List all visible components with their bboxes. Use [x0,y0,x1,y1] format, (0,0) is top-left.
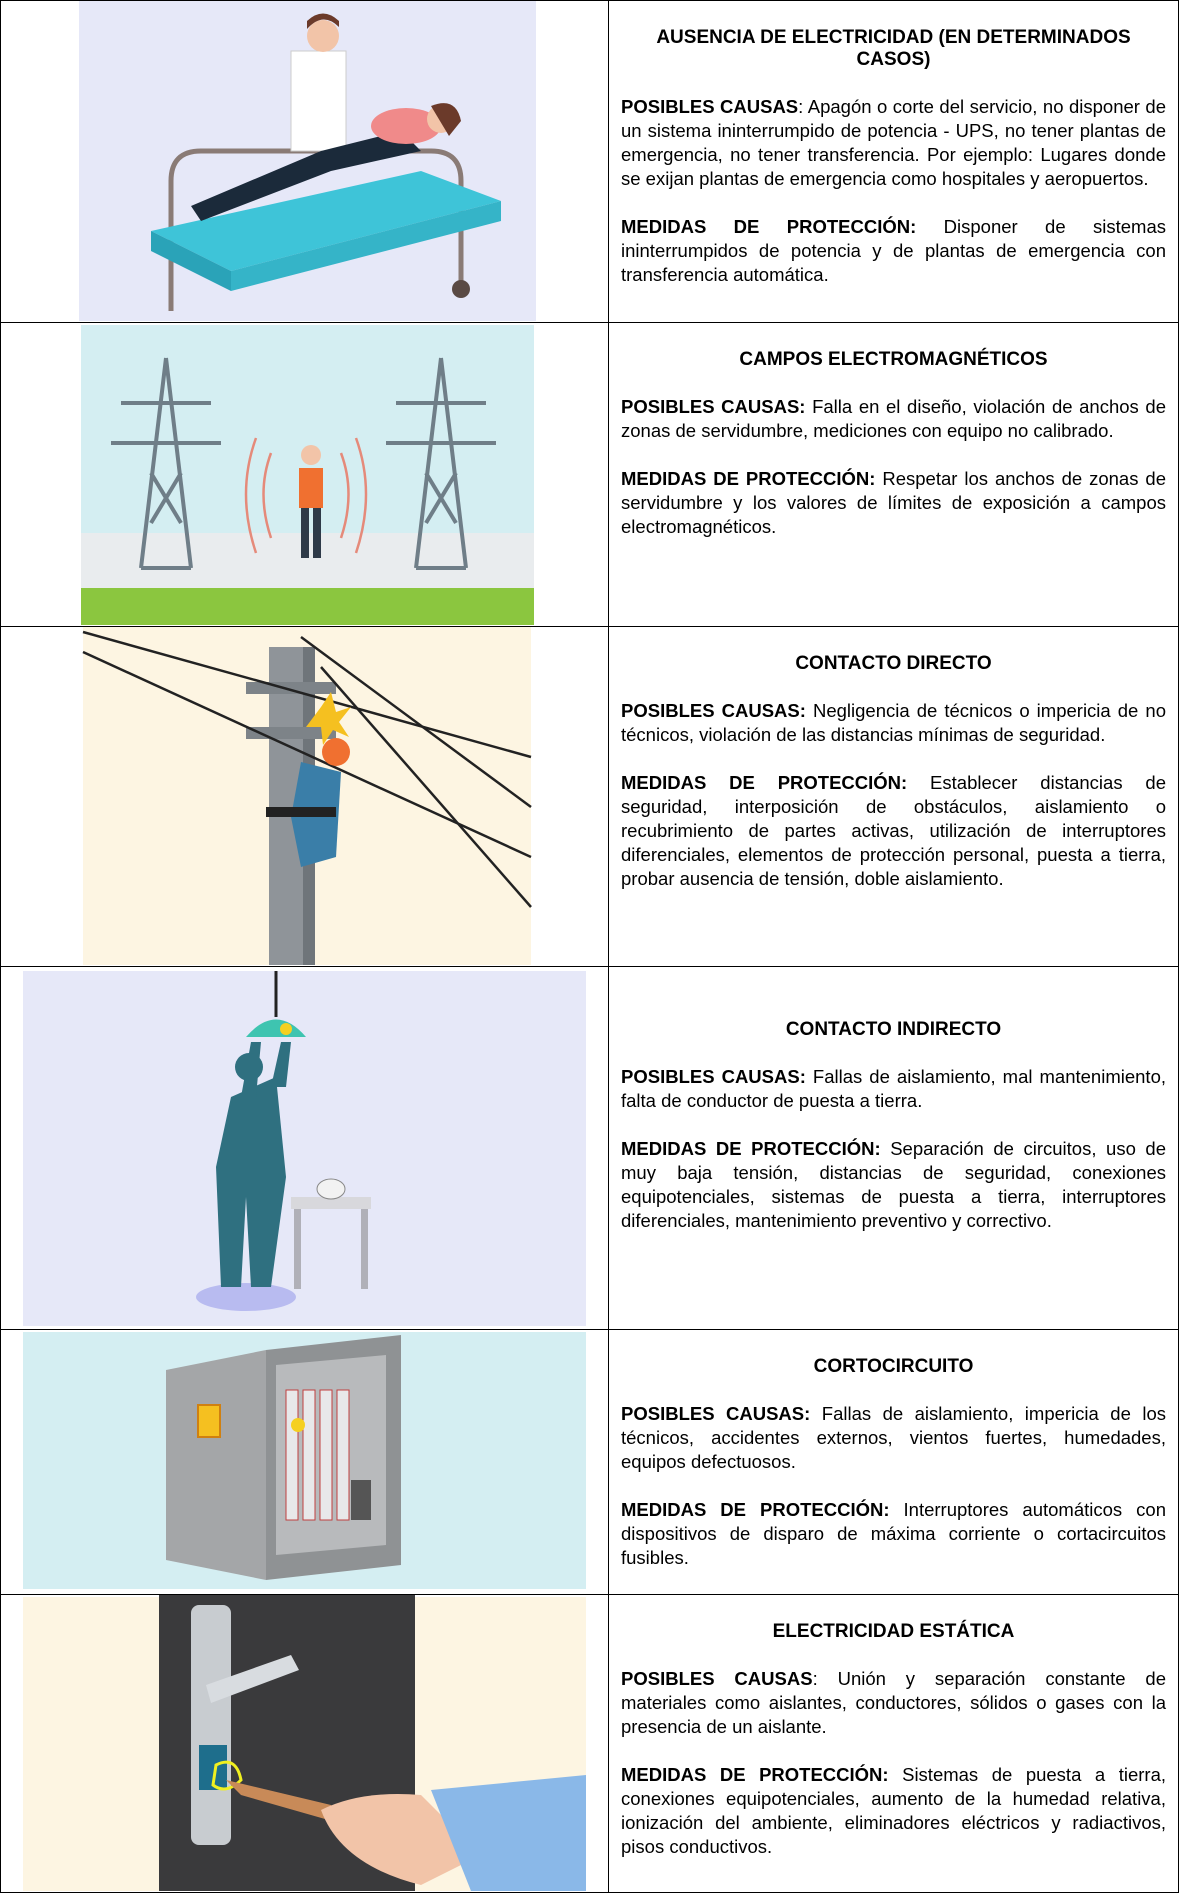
text: Interruptores automáticos con dispositiv… [621,1499,1166,1568]
measures: MEDIDAS DE PROTECCIÓN: Interruptores aut… [621,1498,1166,1570]
illustration [82,627,532,965]
illustration [23,1332,586,1589]
illustration-cell [0,0,609,323]
causes: POSIBLES CAUSAS: Unión y separación cons… [621,1667,1166,1739]
illustration-cell [0,1329,609,1595]
label: MEDIDAS DE PROTECCIÓN: [621,468,876,489]
causes: POSIBLES CAUSAS: Negligencia de técnicos… [621,699,1166,747]
text: Fallas de aislamiento, impericia de los … [621,1403,1166,1472]
label: POSIBLES CAUSAS: [621,1066,806,1087]
label: POSIBLES CAUSAS [621,96,799,117]
illustration-cell [0,322,609,627]
risk-title: CONTACTO DIRECTO [795,653,992,674]
text: Sistemas de puesta a tierra, conexiones … [621,1764,1166,1857]
measures: MEDIDAS DE PROTECCIÓN: Respetar los anch… [621,467,1166,539]
text: Separación de circuitos, uso de muy baja… [621,1138,1167,1231]
illustration-cell [0,626,609,967]
text-cell: CAMPOS ELECTROMAGNÉTICOS POSIBLES CAUSAS… [608,322,1179,627]
text: Disponer de sistemas ininterrumpidos de … [621,216,1166,285]
measures: MEDIDAS DE PROTECCIÓN: Disponer de siste… [621,215,1166,287]
row: CAMPOS ELECTROMAGNÉTICOS POSIBLES CAUSAS… [0,322,1179,627]
label: POSIBLES CAUSAS: [621,396,806,417]
text-cell: AUSENCIA DE ELECTRICIDAD (EN DETERMINADO… [608,0,1179,323]
risk-title: CORTOCIRCUITO [813,1356,974,1377]
illustration-cell [0,1594,609,1893]
illustration [23,971,586,1326]
label: POSIBLES CAUSAS [621,1668,813,1689]
causes: POSIBLES CAUSAS: Fallas de aislamiento, … [621,1065,1166,1113]
label: MEDIDAS DE PROTECCIÓN: [621,216,917,237]
illustration [23,1595,586,1891]
label: POSIBLES CAUSAS: [621,1403,811,1424]
label: MEDIDAS DE PROTECCIÓN: [621,1499,890,1520]
row: CONTACTO INDIRECTO POSIBLES CAUSAS: Fall… [0,966,1179,1330]
row: CORTOCIRCUITO POSIBLES CAUSAS: Fallas de… [0,1329,1179,1595]
illustration-cell [0,966,609,1330]
text: Negligencia de técnicos o impericia de n… [621,700,1167,745]
label: MEDIDAS DE PROTECCIÓN: [621,1138,881,1159]
label: MEDIDAS DE PROTECCIÓN: [621,1764,889,1785]
row: ELECTRICIDAD ESTÁTICA POSIBLES CAUSAS: U… [0,1594,1179,1893]
row: CONTACTO DIRECTO POSIBLES CAUSAS: Neglig… [0,626,1179,967]
text: Establecer distancias de seguridad, inte… [621,772,1166,889]
text-cell: CONTACTO INDIRECTO POSIBLES CAUSAS: Fall… [608,966,1179,1330]
text: : Unión y separación constante de materi… [621,1668,1167,1737]
illustration [81,325,534,625]
label: POSIBLES CAUSAS: [621,700,806,721]
measures: MEDIDAS DE PROTECCIÓN: Establecer distan… [621,771,1166,891]
label: MEDIDAS DE PROTECCIÓN: [621,772,908,793]
causes: POSIBLES CAUSAS: Apagón o corte del serv… [621,95,1166,191]
measures: MEDIDAS DE PROTECCIÓN: Separación de cir… [621,1137,1166,1233]
causes: POSIBLES CAUSAS: Fallas de aislamiento, … [621,1402,1166,1474]
text: Falla en el diseño, violación de anchos … [621,396,1167,441]
measures: MEDIDAS DE PROTECCIÓN: Sistemas de puest… [621,1763,1166,1859]
text-cell: ELECTRICIDAD ESTÁTICA POSIBLES CAUSAS: U… [608,1594,1179,1893]
text: : Apagón o corte del servicio, no dispon… [621,96,1166,189]
text-cell: CONTACTO DIRECTO POSIBLES CAUSAS: Neglig… [608,626,1179,967]
text-cell: CORTOCIRCUITO POSIBLES CAUSAS: Fallas de… [608,1329,1179,1595]
row: AUSENCIA DE ELECTRICIDAD (EN DETERMINADO… [0,0,1179,323]
risk-title: AUSENCIA DE ELECTRICIDAD (EN DETERMINADO… [656,27,1131,70]
text: Fallas de aislamiento, mal mantenimiento… [621,1066,1166,1111]
illustration [79,1,536,321]
text: Respetar los anchos de zonas de servidum… [621,468,1166,537]
causes: POSIBLES CAUSAS: Falla en el diseño, vio… [621,395,1166,443]
risk-title: CAMPOS ELECTROMAGNÉTICOS [739,349,1048,370]
risk-title: CONTACTO INDIRECTO [785,1019,1002,1040]
risk-title: ELECTRICIDAD ESTÁTICA [772,1621,1015,1642]
